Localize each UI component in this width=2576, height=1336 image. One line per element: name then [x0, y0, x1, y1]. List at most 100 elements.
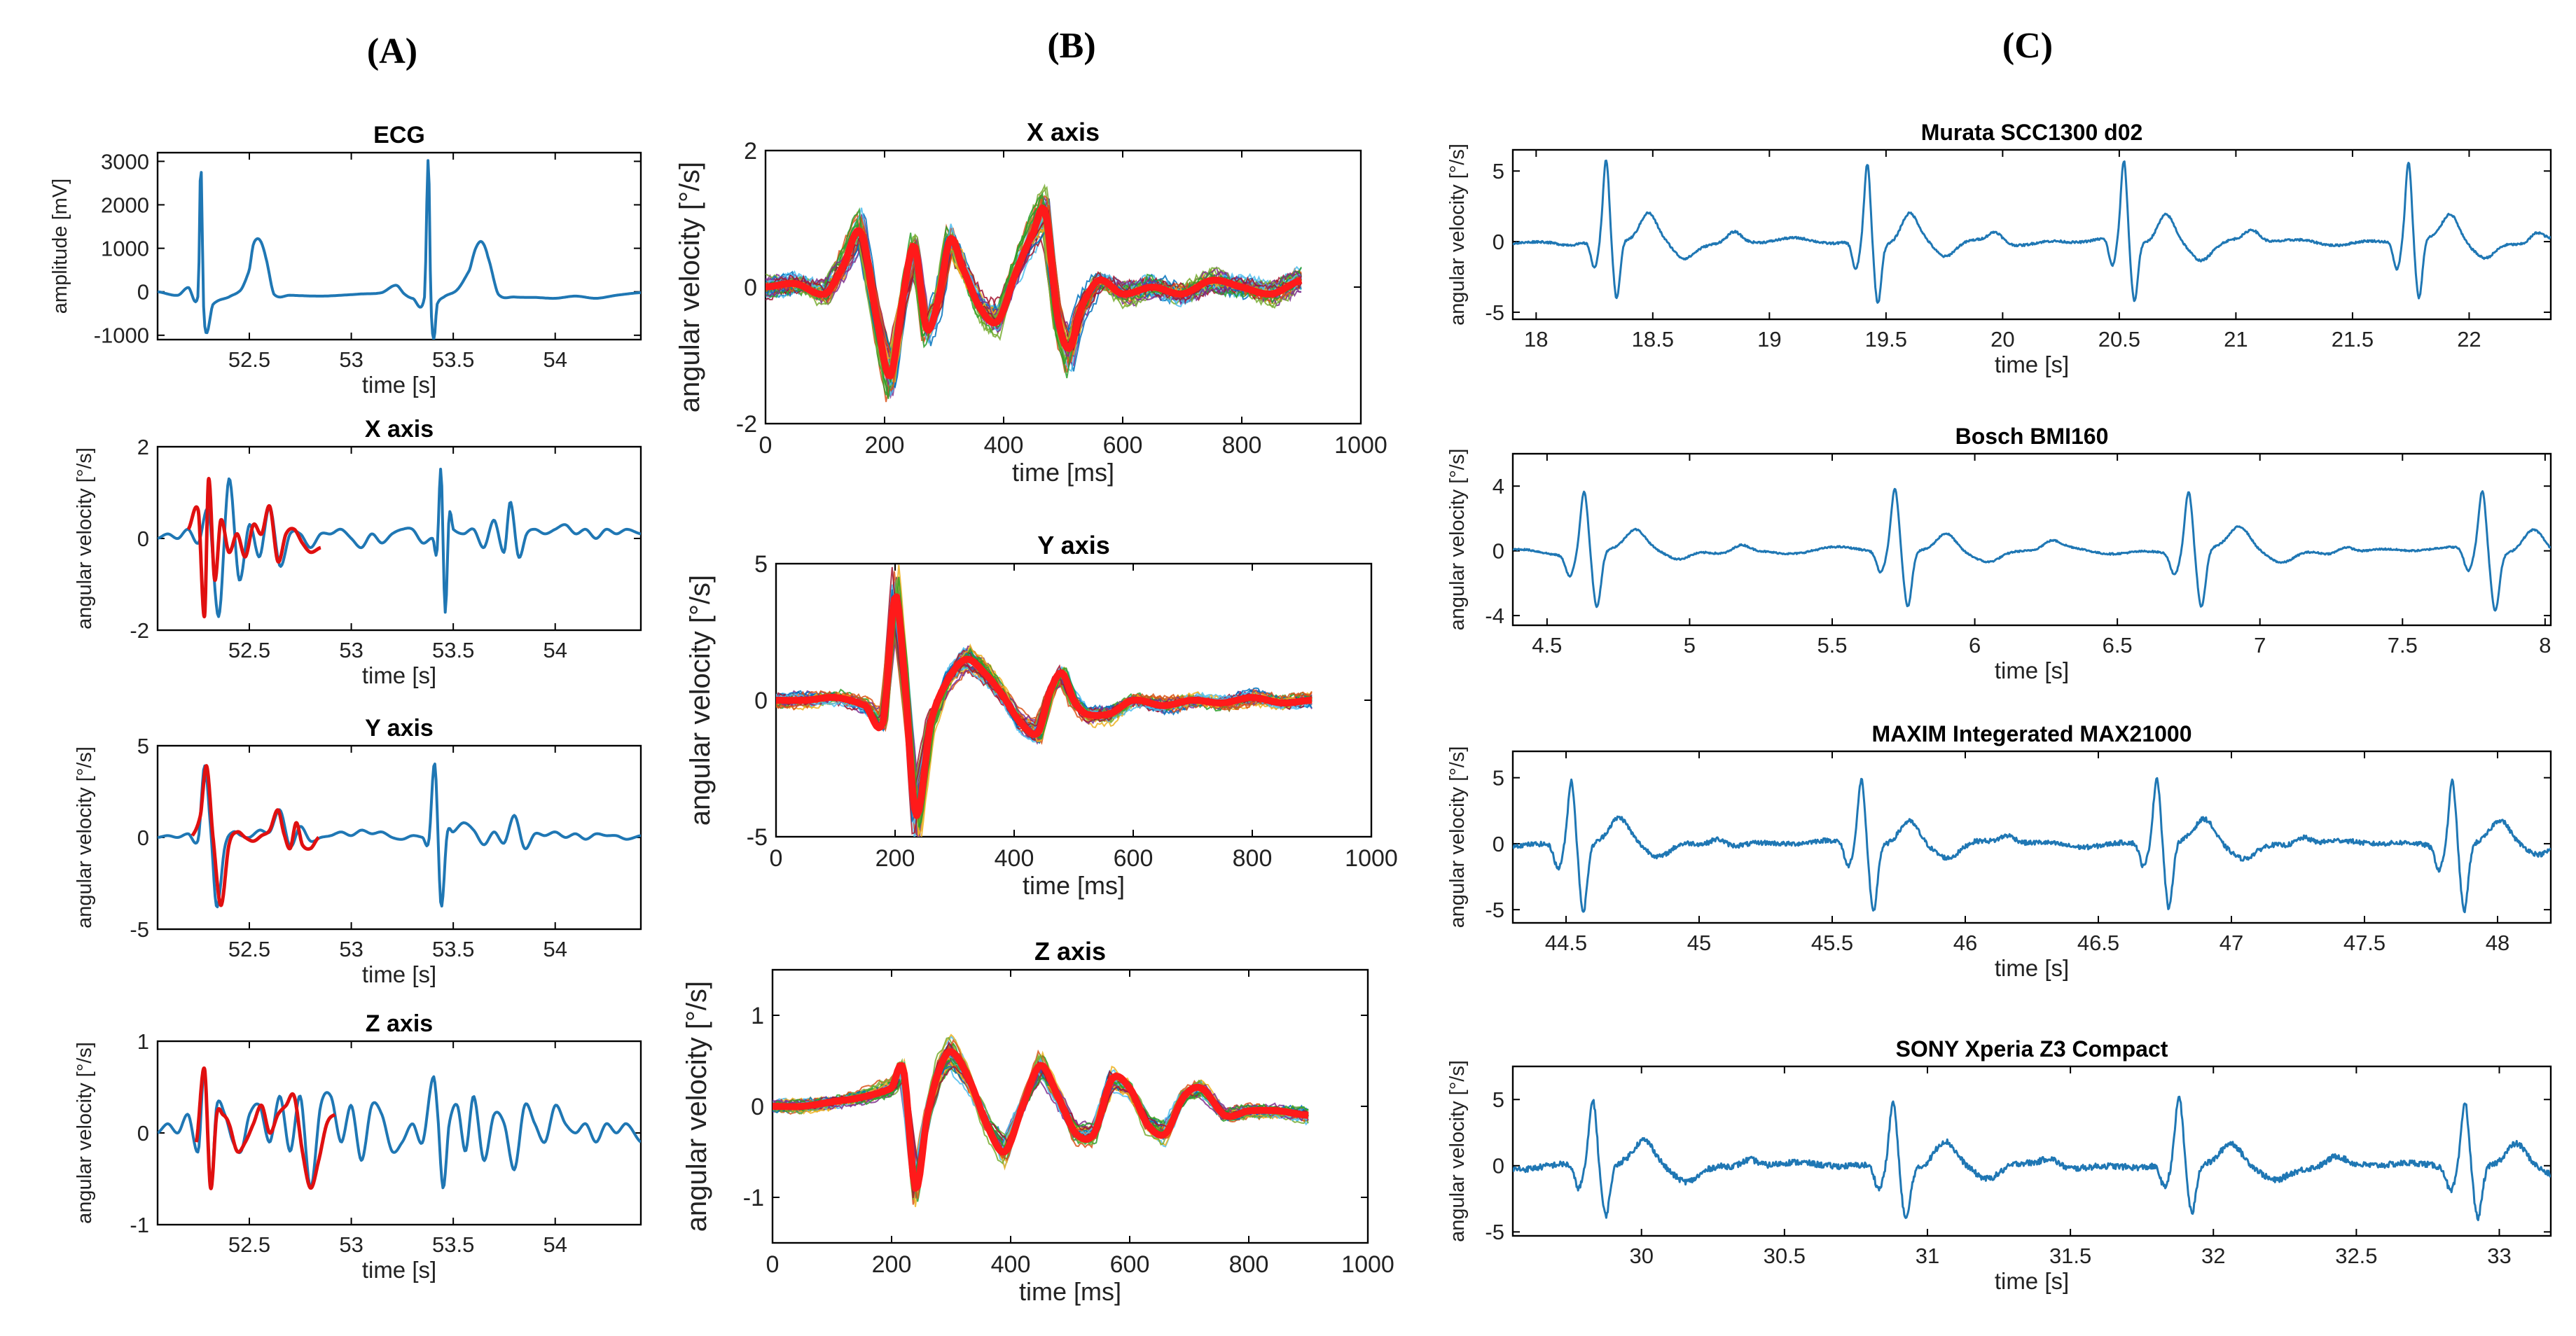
x-tick-label: 53: [339, 638, 363, 662]
plot-area: [1513, 777, 2551, 914]
y-tick-label: 0: [137, 280, 149, 305]
x-tick-label: 32: [2201, 1244, 2225, 1268]
x-tick-label: 0: [770, 845, 783, 872]
y-tick-label: 0: [1493, 230, 1504, 254]
chart-title: X axis: [365, 416, 434, 443]
x-tick-label: 1000: [1345, 845, 1398, 872]
plot-area: [773, 1034, 1310, 1207]
y-tick-label: 4: [1493, 474, 1504, 499]
y-tick-label: 0: [137, 826, 149, 850]
highlight-line: [194, 1066, 337, 1190]
x-tick-label: 6: [1969, 633, 1981, 657]
x-tick-label: 4.5: [1532, 633, 1562, 657]
x-tick-label: 53.5: [432, 1232, 474, 1257]
chart-title: Bosch BMI160: [1955, 424, 2109, 449]
x-tick-label: 0: [759, 432, 773, 459]
x-tick-label: 54: [543, 638, 567, 662]
signal-line: [158, 763, 641, 909]
mean-line: [773, 1048, 1310, 1192]
x-tick-label: 400: [984, 432, 1024, 459]
y-axis-label: angular velocity [°/s]: [74, 746, 96, 928]
chart-C-sony: SONY Xperia Z3 Compact 30 30.5 31 31.5 32 32.5…: [1446, 1036, 2552, 1294]
chart-title: Y axis: [365, 715, 434, 742]
x-tick-label: 46: [1953, 931, 1977, 955]
plot-area: [1513, 1095, 2551, 1221]
signal-line: [158, 159, 641, 340]
y-tick-label: -4: [1485, 604, 1504, 628]
panel-label-b: (B): [1047, 26, 1095, 66]
y-tick-label: 2: [744, 138, 757, 165]
x-axis-label: time [s]: [362, 662, 436, 688]
x-tick-label: 53.5: [432, 937, 474, 961]
plot-frame: [1511, 750, 2552, 924]
x-axis-label: time [ms]: [1019, 1277, 1121, 1306]
x-tick-label: 19: [1757, 327, 1781, 352]
chart-title: X axis: [1027, 118, 1100, 146]
y-tick-label: 5: [1493, 159, 1504, 183]
x-tick-label: 7.5: [2388, 633, 2418, 657]
y-tick-label: -5: [1485, 300, 1504, 325]
x-tick-label: 45: [1687, 931, 1711, 955]
y-tick-label: 1: [137, 1029, 149, 1054]
x-tick-label: 54: [543, 1232, 567, 1257]
y-tick-label: 1: [751, 1003, 764, 1029]
y-axis-label: angular velocity [°/s]: [74, 447, 96, 629]
x-tick-label: 52.5: [228, 347, 270, 372]
x-axis-label: time [ms]: [1023, 871, 1125, 900]
chart-title: ECG: [373, 122, 425, 148]
x-tick-label: 400: [991, 1251, 1031, 1278]
x-axis-label: time [s]: [1995, 955, 2069, 981]
chart-title: Murata SCC1300 d02: [1921, 120, 2143, 145]
y-axis-label: angular velocity [°/s]: [1446, 746, 1469, 928]
y-tick-label: 0: [1493, 832, 1504, 856]
x-tick-label: 19.5: [1865, 327, 1907, 352]
x-tick-label: 30: [1629, 1244, 1653, 1268]
chart-title: Z axis: [1034, 937, 1106, 966]
x-tick-label: 21: [2224, 327, 2248, 352]
y-tick-label: -5: [1485, 1220, 1504, 1244]
y-tick-label: 0: [754, 688, 768, 714]
plot-frame: [156, 744, 642, 931]
y-axis-label: angular velocity [°/s]: [1446, 1060, 1469, 1242]
signal-line: [158, 468, 641, 618]
x-tick-label: 21.5: [2332, 327, 2374, 352]
y-tick-label: 5: [1493, 766, 1504, 791]
plot-area: [158, 1066, 641, 1190]
plot-area: [158, 763, 641, 909]
x-tick-label: 400: [995, 845, 1034, 872]
x-tick-label: 31: [1916, 1244, 1939, 1268]
x-tick-label: 48: [2486, 931, 2509, 955]
y-tick-label: 0: [1493, 1154, 1504, 1178]
y-tick-label: -5: [130, 917, 149, 942]
y-tick-label: 0: [744, 274, 757, 301]
x-tick-label: 45.5: [1811, 931, 1853, 955]
plot-area: [158, 468, 641, 619]
signal-line: [1513, 777, 2551, 914]
x-tick-label: 44.5: [1545, 931, 1587, 955]
x-tick-label: 5.5: [1817, 633, 1847, 657]
trial-line: [776, 615, 1313, 805]
x-axis-label: time [s]: [362, 961, 436, 987]
x-tick-label: 53: [339, 937, 363, 961]
x-tick-label: 18: [1524, 327, 1548, 352]
plot-frame: [1511, 148, 2552, 321]
x-tick-label: 1000: [1334, 432, 1387, 459]
x-axis-label: time [s]: [1995, 657, 2069, 683]
signal-line: [1513, 1095, 2551, 1221]
x-tick-label: 52.5: [228, 638, 270, 662]
chart-title: SONY Xperia Z3 Compact: [1896, 1036, 2168, 1062]
plot-frame: [156, 151, 642, 341]
mean-line: [776, 593, 1313, 819]
plot-area: [1513, 487, 2551, 612]
trial-line: [766, 192, 1302, 399]
signal-line: [1513, 159, 2551, 304]
y-tick-label: 1000: [101, 236, 149, 260]
y-tick-label: -1000: [94, 323, 149, 348]
y-tick-label: 3000: [101, 149, 149, 174]
x-tick-label: 46.5: [2077, 931, 2119, 955]
chart-A-x: X axis 52.5 53 53.5 54 -2 0 2 time [s] angular ve…: [74, 416, 642, 688]
x-tick-label: 5: [1684, 633, 1696, 657]
